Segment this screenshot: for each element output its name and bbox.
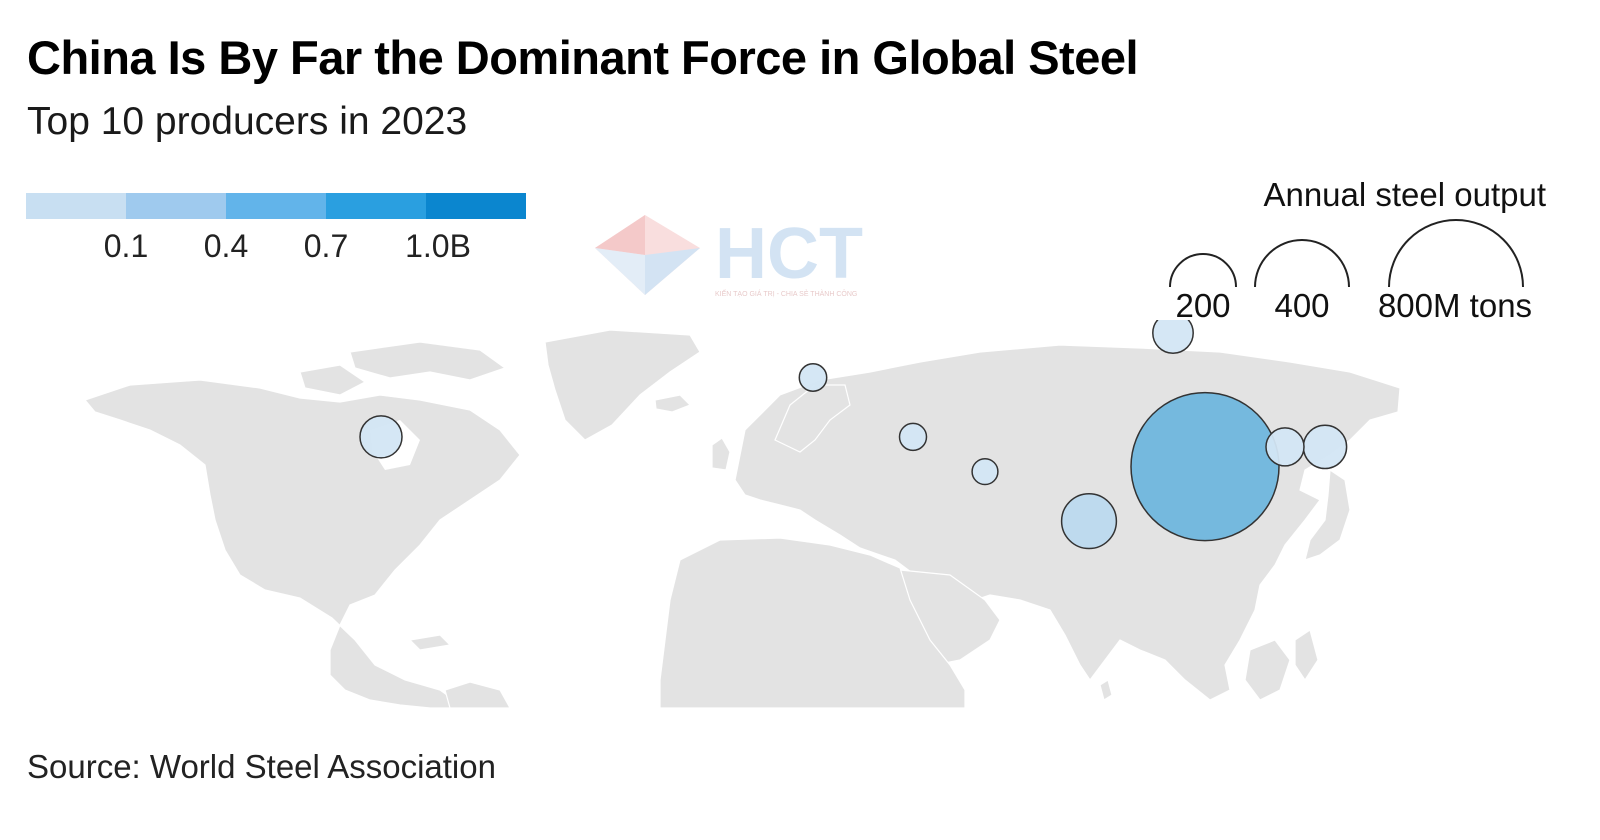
hct-logo: HCT KIẾN TẠO GIÁ TRỊ - CHIA SẺ THÀNH CÔN…: [595, 214, 863, 298]
color-legend-bar: [26, 193, 526, 219]
size-legend-label: 200: [1175, 287, 1231, 324]
land-iceland: [654, 394, 692, 413]
chart-subtitle: Top 10 producers in 2023: [27, 100, 468, 143]
chart-title: China Is By Far the Dominant Force in Gl…: [27, 31, 1139, 84]
size-legend-arc-800: [1388, 219, 1524, 288]
land-south-america: [444, 681, 512, 709]
color-legend-tick: 0.4: [203, 228, 249, 264]
color-legend-swatch: [426, 193, 526, 219]
producer-bubble: [1302, 424, 1348, 470]
world-map: [0, 312, 1600, 720]
producer-bubble: [1152, 312, 1194, 354]
color-legend-tick: 0.7: [303, 228, 349, 264]
color-legend-tick: 0.1: [103, 228, 149, 264]
land-africa: [659, 537, 966, 709]
color-legend-swatch: [326, 193, 426, 219]
color-legend-swatch: [26, 193, 126, 219]
producer-bubble: [1265, 427, 1305, 467]
size-legend-title: Annual steel output: [1263, 176, 1546, 213]
size-legend-label: 400: [1274, 287, 1330, 324]
producer-bubble: [898, 422, 928, 452]
color-legend-swatch: [126, 193, 226, 219]
producer-bubble: [359, 415, 403, 459]
land-arctic-islands: [349, 341, 507, 381]
land-greenland: [544, 329, 701, 441]
color-legend: 0.1 0.4 0.7 1.0B: [26, 193, 526, 283]
bubble-layer: [359, 312, 1348, 550]
color-legend-tick: 1.0B: [405, 228, 471, 264]
land-north-america: [83, 379, 521, 709]
land-japan: [1304, 468, 1351, 561]
source-note: Source: World Steel Association: [27, 748, 496, 785]
size-legend-arcs: [1169, 219, 1524, 288]
land-uk: [711, 437, 731, 471]
map-svg: [83, 312, 1401, 709]
watermark-tagline: KIẾN TẠO GIÁ TRỊ - CHIA SẺ THÀNH CÔNG: [715, 288, 857, 298]
producer-bubble: [1060, 492, 1118, 550]
land-sea-islands: [1244, 639, 1291, 701]
color-legend-swatch: [226, 193, 326, 219]
size-legend-arc-200: [1169, 253, 1237, 288]
size-legend: 200 400 800M tons: [1165, 215, 1565, 335]
land-scandinavia: [774, 384, 851, 453]
size-legend-arc-400: [1254, 239, 1350, 288]
size-legend-label: 800M tons: [1377, 287, 1533, 324]
producer-bubble: [1130, 391, 1280, 542]
watermark-text: HCT: [715, 214, 863, 294]
producer-bubble: [971, 457, 999, 486]
producer-bubble: [798, 363, 828, 392]
